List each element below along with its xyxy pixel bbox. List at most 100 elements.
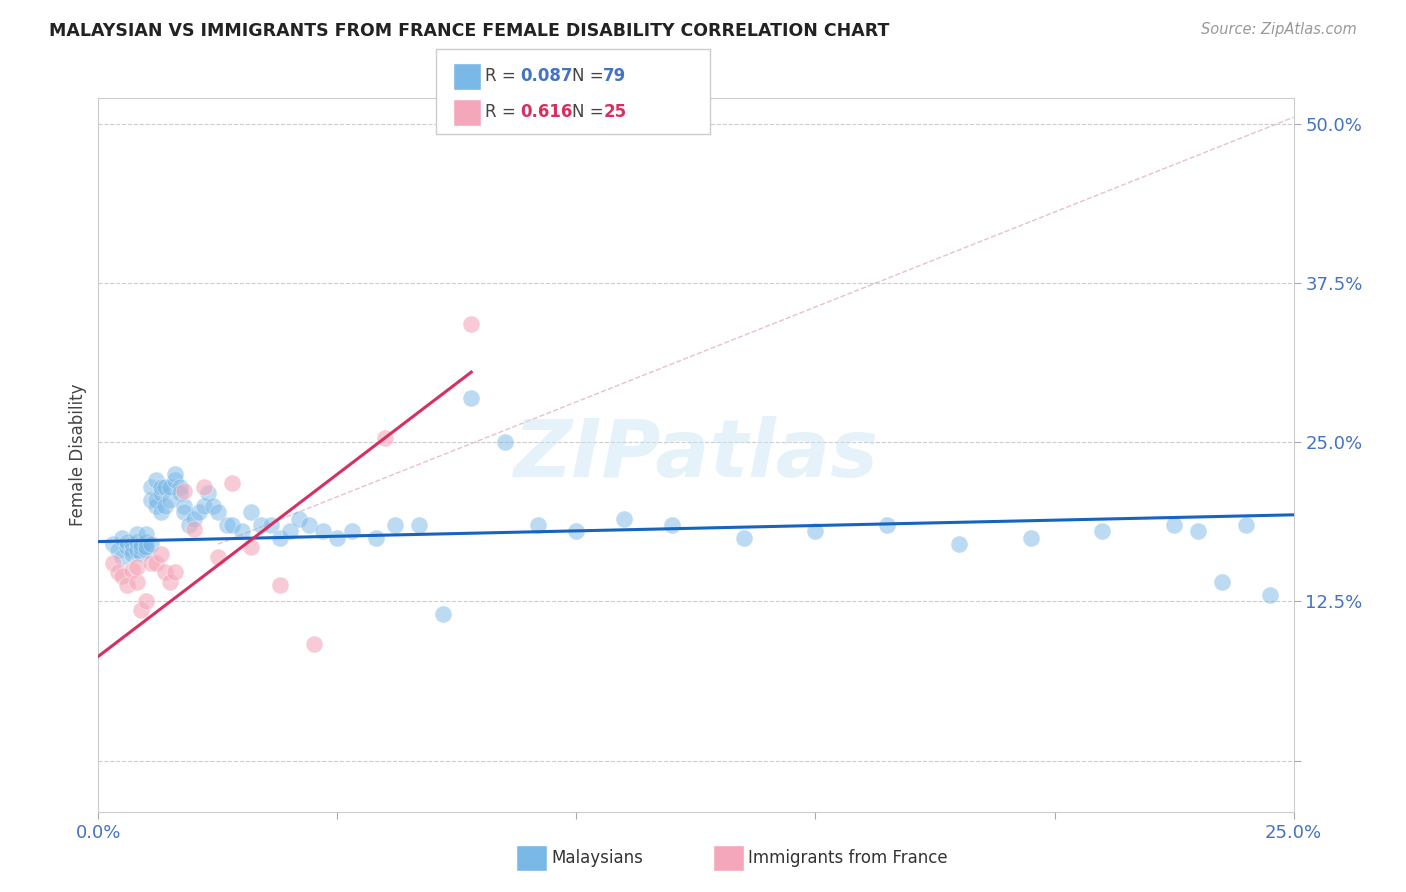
Point (278, 524, 301, 539)
Point (221, 475, 243, 490)
Point (876, 518, 898, 533)
Point (115, 578, 138, 592)
Point (135, 527, 157, 541)
Point (149, 505, 172, 519)
Point (613, 511, 636, 525)
Point (163, 565, 186, 579)
Point (155, 499, 177, 513)
Point (1234, 518, 1257, 533)
Point (131, 546, 153, 560)
Point (1019, 531, 1042, 545)
Point (374, 431, 396, 445)
Text: Immigrants from France: Immigrants from France (748, 849, 948, 867)
Point (173, 499, 195, 513)
Point (384, 518, 406, 533)
Point (115, 540, 138, 554)
Point (131, 603, 153, 617)
Point (125, 543, 148, 558)
Point (565, 524, 588, 539)
Point (269, 531, 291, 545)
Point (494, 435, 516, 450)
Text: R =: R = (485, 68, 522, 86)
Point (139, 537, 162, 551)
Point (145, 474, 167, 488)
Point (1187, 524, 1209, 539)
Point (1258, 588, 1281, 602)
Text: N =: N = (572, 103, 609, 121)
Point (221, 518, 243, 533)
Text: N =: N = (572, 68, 609, 86)
Point (207, 549, 229, 564)
Text: 25: 25 (603, 103, 626, 121)
Point (111, 549, 134, 564)
Point (259, 518, 281, 533)
Point (125, 534, 148, 549)
Y-axis label: Female Disability: Female Disability (69, 384, 87, 526)
Point (139, 492, 162, 507)
Point (163, 467, 186, 481)
Point (173, 505, 195, 519)
Point (115, 534, 138, 549)
Point (149, 480, 172, 494)
Point (231, 524, 253, 539)
Point (107, 543, 129, 558)
Point (250, 518, 273, 533)
Point (302, 636, 325, 650)
Point (131, 537, 153, 551)
Point (193, 499, 215, 513)
Point (159, 492, 181, 507)
Point (432, 607, 454, 622)
Point (460, 391, 482, 405)
Point (326, 531, 349, 545)
Point (364, 531, 387, 545)
Point (269, 578, 291, 592)
Point (111, 569, 134, 583)
Text: Malaysians: Malaysians (551, 849, 643, 867)
Point (125, 575, 148, 590)
Point (298, 518, 321, 533)
Point (125, 527, 148, 541)
Point (135, 543, 157, 558)
Point (187, 505, 209, 519)
Point (240, 540, 263, 554)
Text: ZIPatlas: ZIPatlas (513, 416, 879, 494)
Point (159, 575, 181, 590)
Point (527, 518, 550, 533)
Point (1163, 518, 1185, 533)
Point (135, 540, 157, 554)
Point (948, 537, 970, 551)
Point (121, 547, 143, 561)
Point (202, 499, 225, 513)
Point (804, 524, 827, 539)
Point (169, 486, 191, 500)
Point (460, 317, 482, 331)
Point (288, 511, 311, 525)
Point (135, 534, 157, 549)
Point (163, 474, 186, 488)
Point (183, 522, 205, 536)
Text: MALAYSIAN VS IMMIGRANTS FROM FRANCE FEMALE DISABILITY CORRELATION CHART: MALAYSIAN VS IMMIGRANTS FROM FRANCE FEMA… (49, 22, 890, 40)
Point (125, 560, 148, 574)
Point (217, 518, 239, 533)
Point (121, 563, 143, 577)
Point (155, 480, 177, 494)
Point (179, 518, 201, 533)
Point (340, 524, 363, 539)
Point (111, 531, 134, 545)
Point (159, 480, 181, 494)
Point (101, 537, 124, 551)
Point (135, 594, 157, 608)
Point (155, 565, 177, 579)
Text: 0.616: 0.616 (520, 103, 572, 121)
Point (131, 540, 153, 554)
Text: 0.087: 0.087 (520, 68, 572, 86)
Point (1211, 575, 1233, 590)
Point (149, 486, 172, 500)
Point (145, 556, 167, 570)
Point (121, 543, 143, 558)
Point (197, 486, 219, 500)
Point (733, 531, 755, 545)
Point (312, 524, 335, 539)
Text: Source: ZipAtlas.com: Source: ZipAtlas.com (1201, 22, 1357, 37)
Point (107, 565, 129, 579)
